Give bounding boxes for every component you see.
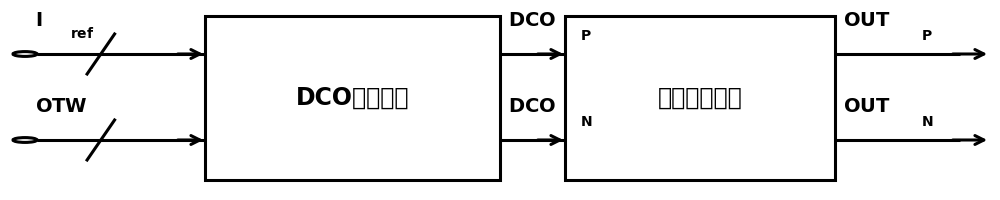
Text: $\mathbf{OUT}$: $\mathbf{OUT}$ <box>843 97 891 116</box>
Text: $\mathbf{ref}$: $\mathbf{ref}$ <box>70 26 94 42</box>
Bar <box>565 16 835 180</box>
Text: $\mathbf{OUT}$: $\mathbf{OUT}$ <box>843 10 891 29</box>
Text: $\mathbf{DCO}$: $\mathbf{DCO}$ <box>508 97 556 116</box>
Text: $\mathbf{DCO}$: $\mathbf{DCO}$ <box>508 10 556 29</box>
Text: $\mathbf{I}$: $\mathbf{I}$ <box>35 10 42 29</box>
Text: $\mathbf{N}$: $\mathbf{N}$ <box>580 115 592 129</box>
Bar <box>205 16 500 180</box>
Text: $\mathbf{OTW}$: $\mathbf{OTW}$ <box>35 97 88 116</box>
Text: $\mathbf{P}$: $\mathbf{P}$ <box>921 29 933 43</box>
Text: DCO振荡电路: DCO振荡电路 <box>296 86 409 110</box>
Text: $\mathbf{N}$: $\mathbf{N}$ <box>921 115 933 129</box>
Text: 自举型缓冲器: 自举型缓冲器 <box>658 86 742 110</box>
Text: $\mathbf{P}$: $\mathbf{P}$ <box>580 29 592 43</box>
